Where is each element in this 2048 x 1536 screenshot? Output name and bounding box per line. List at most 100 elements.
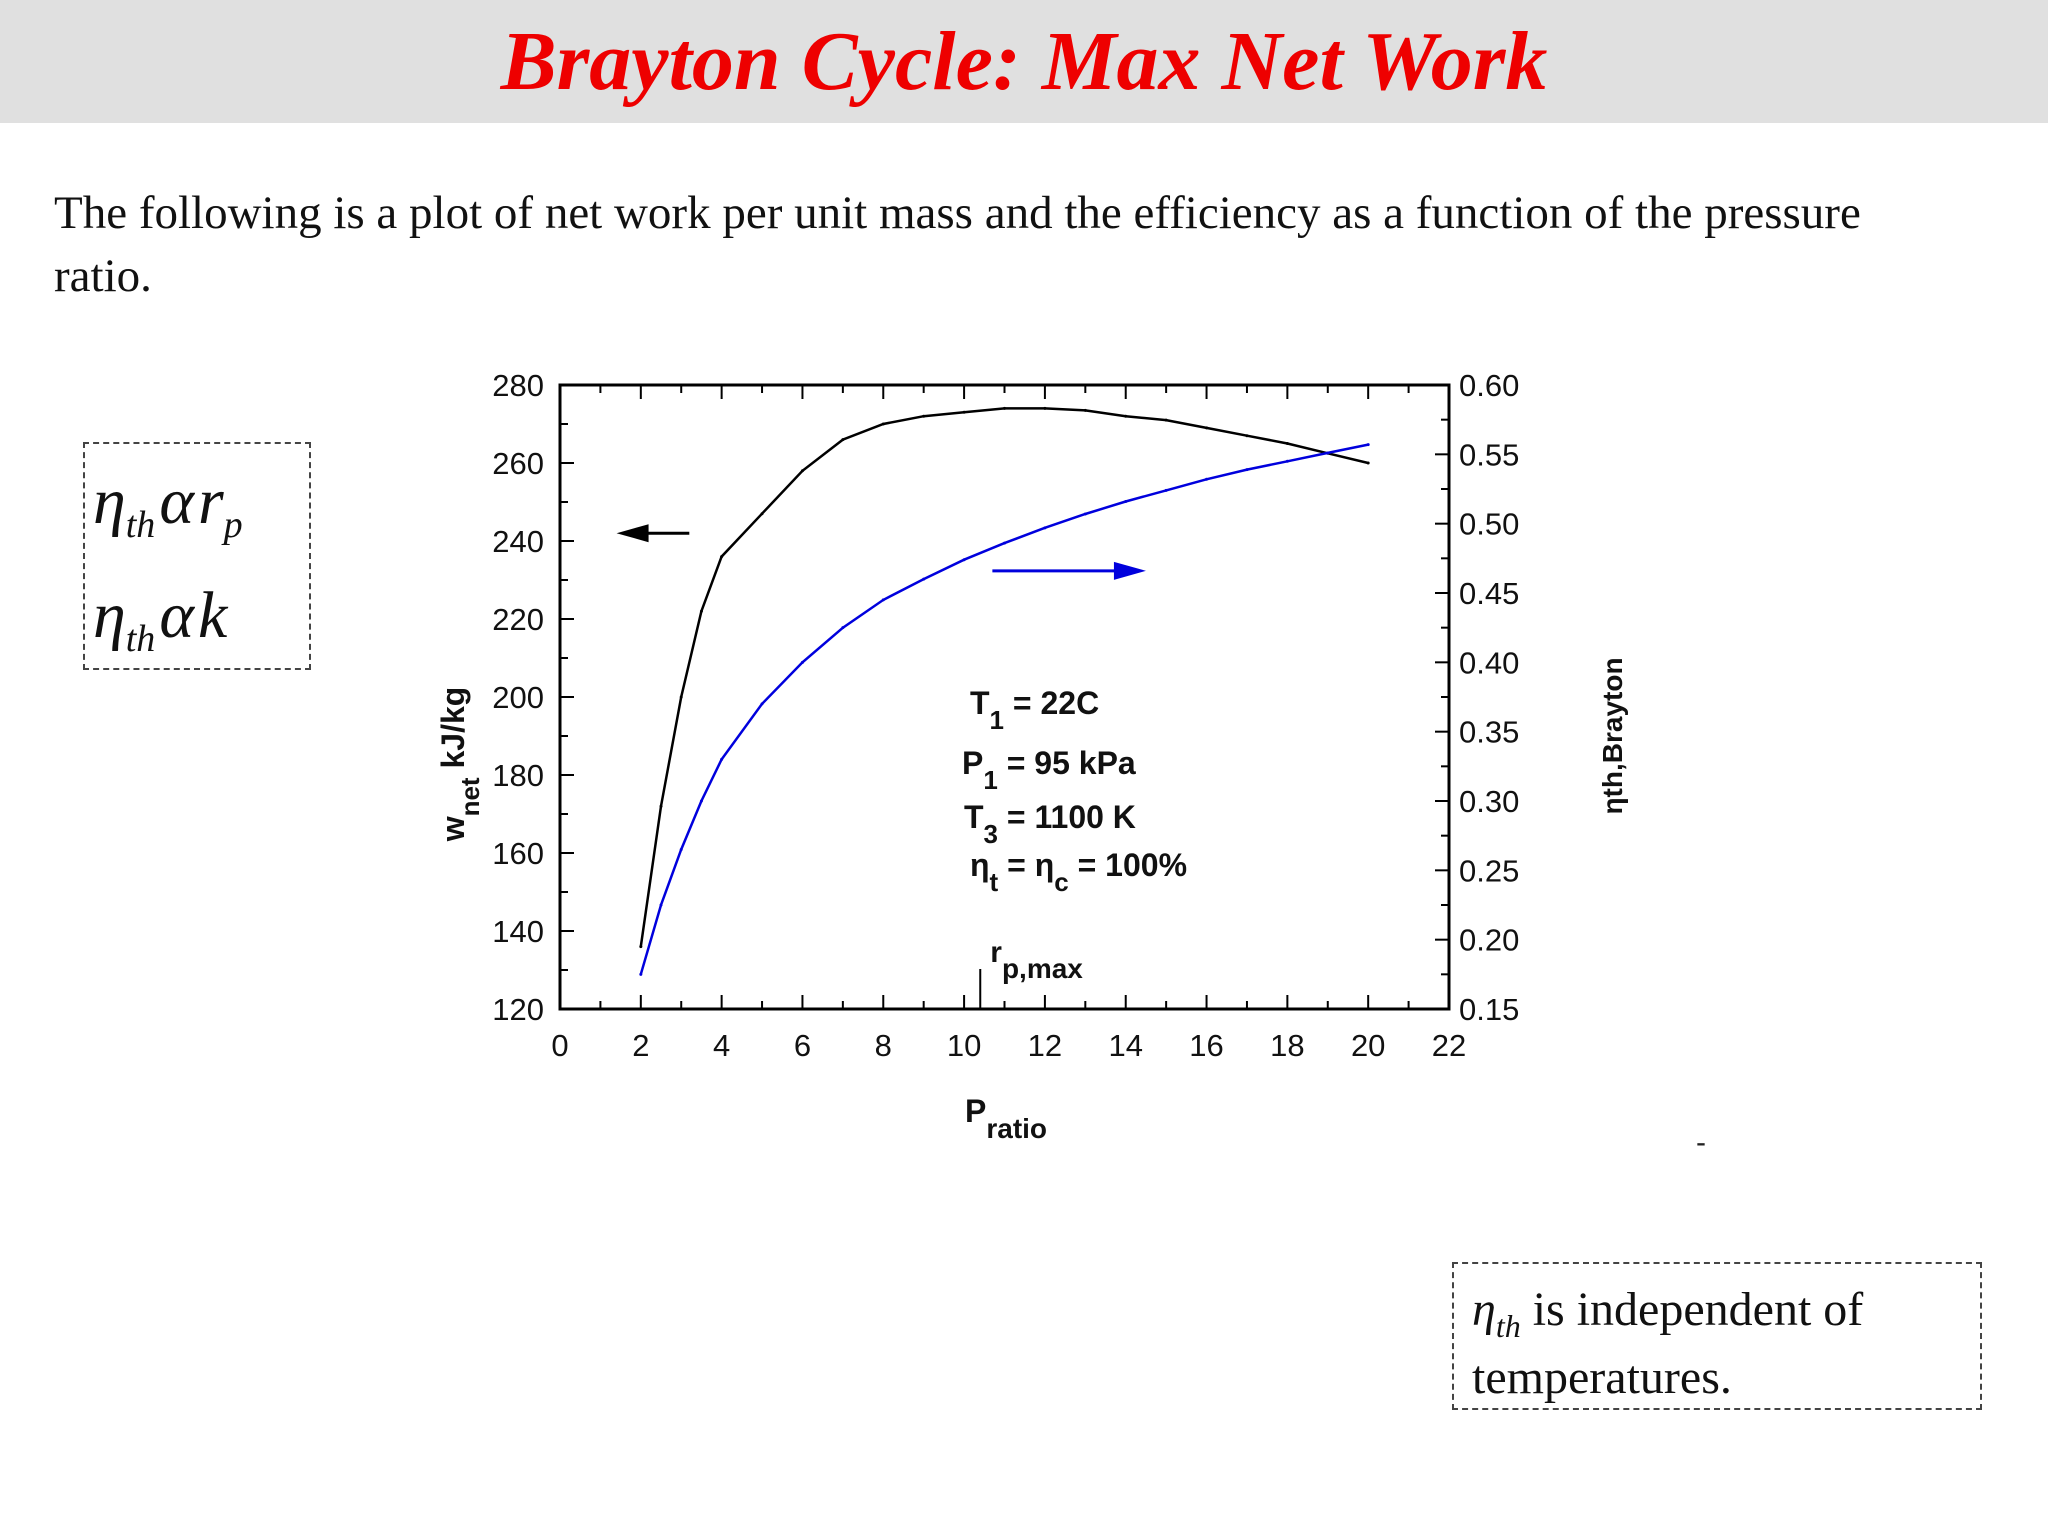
net-work-point: [1003, 406, 1006, 410]
y-tick-label: 220: [492, 602, 544, 637]
efficiency-point: [639, 972, 643, 976]
independence-note: ηth is independent of temperatures.: [1472, 1278, 1972, 1409]
efficiency-point: [760, 702, 764, 706]
x-tick-label: 12: [1028, 1028, 1062, 1063]
net-work-point: [699, 609, 703, 613]
net-work-point: [1164, 418, 1168, 422]
net-work-point: [639, 945, 643, 949]
efficiency-point: [1326, 451, 1330, 455]
y2-axis-label: ηth,Brayton: [1597, 657, 1628, 814]
efficiency-point: [699, 799, 703, 803]
y-tick-label: 120: [492, 992, 544, 1027]
eta-symbol: η: [1472, 1283, 1496, 1336]
efficiency-point: [720, 757, 724, 761]
efficiency-point: [962, 558, 966, 562]
y-tick-label: 160: [492, 836, 544, 871]
y-tick-label: 180: [492, 758, 544, 793]
y2-tick-label: 0.35: [1459, 715, 1519, 750]
net-work-point: [1205, 426, 1209, 430]
efficiency-point: [922, 577, 926, 581]
y2-tick-label: 0.40: [1459, 645, 1519, 680]
efficiency-point: [841, 626, 845, 630]
rp-max-label: rp,max: [990, 936, 1083, 984]
y2-tick-label: 0.25: [1459, 853, 1519, 888]
net-work-point: [1083, 408, 1087, 412]
work-arrowhead: [616, 524, 649, 543]
efficiency-point: [1083, 512, 1087, 516]
y-tick-label: 280: [492, 368, 544, 403]
net-work-point: [841, 438, 845, 442]
intro-text: The following is a plot of net work per …: [54, 187, 1861, 302]
x-tick-label: 14: [1108, 1028, 1142, 1063]
eta-symbol: η: [93, 465, 126, 538]
efficiency-point: [1124, 499, 1128, 503]
efficiency-point: [679, 848, 683, 852]
efficiency-arrowhead: [1113, 561, 1146, 580]
alpha-symbol: α: [159, 579, 194, 652]
r-symbol: r: [197, 465, 224, 538]
net-work-point: [922, 414, 926, 418]
x-tick-label: 0: [551, 1028, 568, 1063]
eta-proportional-k: ηth α k: [93, 578, 227, 660]
x-tick-label: 10: [947, 1028, 981, 1063]
x-tick-label: 22: [1432, 1028, 1466, 1063]
x-tick-label: 20: [1351, 1028, 1385, 1063]
net-work-point: [1245, 434, 1249, 438]
p1-annotation: P1 = 95 kPa: [962, 745, 1136, 795]
t1-annotation: T1 = 22C: [970, 685, 1099, 735]
x-tick-label: 2: [632, 1028, 649, 1063]
y2-tick-label: 0.15: [1459, 992, 1519, 1027]
th-subscript: th: [125, 504, 156, 546]
y-axis-label: wnet kJ/kg: [435, 687, 485, 843]
note-line-2: temperatures.: [1472, 1351, 1732, 1404]
net-work-point: [679, 695, 683, 699]
y2-tick-label: 0.50: [1459, 507, 1519, 542]
efficiency-point: [1205, 477, 1209, 481]
x-tick-label: 8: [875, 1028, 892, 1063]
efficiency-point: [800, 660, 804, 664]
y2-tick-label: 0.45: [1459, 576, 1519, 611]
net-work-point: [760, 512, 764, 516]
efficiency-point: [1043, 526, 1047, 530]
net-work-point: [881, 422, 885, 426]
net-work-point: [1043, 406, 1047, 410]
efficiency-point: [1245, 468, 1249, 472]
t3-annotation: T3 = 1100 K: [964, 799, 1136, 849]
net-work-point: [962, 410, 966, 414]
net-work-point: [800, 469, 804, 473]
y-tick-label: 200: [492, 680, 544, 715]
x-tick-label: 18: [1270, 1028, 1304, 1063]
efficiency-annotation: ηt = ηc = 100%: [970, 847, 1187, 897]
efficiency-point: [1164, 488, 1168, 492]
y2-tick-label: 0.55: [1459, 437, 1519, 472]
x-tick-label: 6: [794, 1028, 811, 1063]
y2-tick-label: 0.20: [1459, 923, 1519, 958]
proportionality-box: ηth α rp ηth α k: [83, 442, 311, 670]
efficiency-point: [881, 598, 885, 602]
stray-dash: -: [1696, 1126, 1706, 1159]
efficiency-point: [1366, 443, 1370, 447]
th-subscript: th: [125, 618, 156, 660]
x-tick-label: 4: [713, 1028, 730, 1063]
y2-tick-label: 0.30: [1459, 784, 1519, 819]
title-bar: [0, 0, 2048, 123]
eta-proportional-rp: ηth α rp: [93, 464, 243, 546]
net-work-point: [1124, 414, 1128, 418]
x-axis-label: Pratio: [965, 1093, 1047, 1144]
y-tick-label: 140: [492, 914, 544, 949]
net-work-point: [659, 804, 663, 808]
y-tick-label: 240: [492, 524, 544, 559]
y-tick-label: 260: [492, 446, 544, 481]
x-tick-label: 16: [1189, 1028, 1223, 1063]
note-line-1: is independent of: [1532, 1283, 1864, 1336]
efficiency-point: [1285, 459, 1289, 463]
net-work-point: [720, 555, 724, 559]
slide-title: Brayton Cycle: Max Net Work: [500, 15, 1548, 108]
efficiency-point: [1003, 541, 1006, 545]
efficiency-point: [659, 903, 663, 907]
independence-note-box: ηth is independent of temperatures.: [1452, 1262, 1982, 1410]
p-subscript: p: [223, 504, 243, 546]
th-subscript: th: [1495, 1308, 1521, 1344]
net-work-point: [1285, 442, 1289, 445]
